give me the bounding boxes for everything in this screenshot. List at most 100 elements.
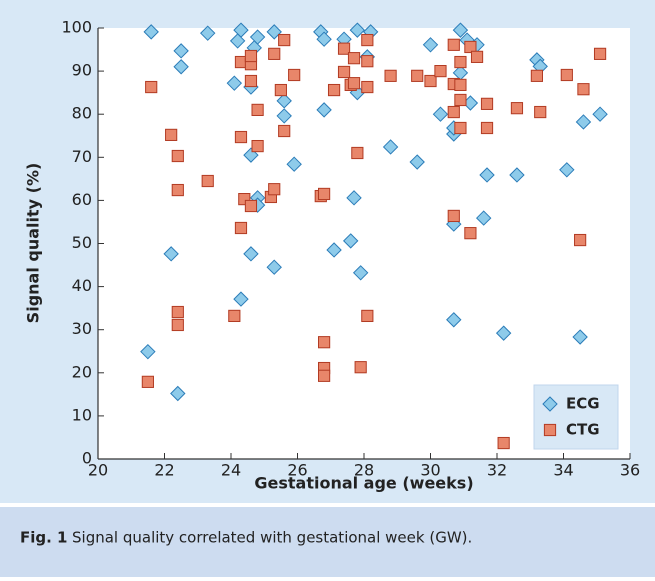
square-marker bbox=[274, 83, 287, 97]
square-marker bbox=[244, 49, 258, 63]
diamond-marker bbox=[452, 22, 469, 38]
square-marker bbox=[354, 361, 367, 374]
diamond-marker bbox=[173, 43, 189, 59]
x-tick-label: 30 bbox=[420, 461, 440, 480]
square-marker bbox=[251, 139, 264, 153]
square-marker bbox=[278, 33, 291, 47]
diamond-marker bbox=[592, 106, 608, 122]
diamond-marker bbox=[316, 31, 332, 47]
diamond-marker bbox=[163, 246, 179, 262]
diamond-marker bbox=[475, 210, 492, 226]
square-marker bbox=[238, 193, 251, 206]
diamond-marker bbox=[479, 167, 495, 183]
square-marker bbox=[411, 69, 424, 82]
diamond-marker bbox=[346, 190, 362, 206]
legend-label: CTG bbox=[566, 421, 600, 439]
diamond-marker bbox=[326, 242, 342, 258]
diamond-marker bbox=[446, 312, 462, 328]
square-marker bbox=[464, 40, 477, 54]
square-marker bbox=[141, 375, 154, 388]
square-marker bbox=[171, 149, 184, 163]
x-tick-label: 24 bbox=[221, 461, 241, 480]
square-marker bbox=[347, 52, 361, 65]
square-marker bbox=[351, 146, 364, 160]
x-tick-label: 32 bbox=[487, 461, 507, 480]
square-marker bbox=[470, 50, 484, 63]
diamond-marker bbox=[173, 59, 189, 75]
square-marker bbox=[361, 55, 374, 68]
diamond-marker bbox=[140, 343, 156, 360]
square-marker bbox=[464, 227, 477, 240]
square-marker bbox=[337, 42, 351, 55]
caption-label: Fig. 1 bbox=[20, 529, 67, 547]
square-marker bbox=[268, 47, 281, 60]
diamond-marker bbox=[276, 93, 292, 109]
square-marker bbox=[577, 83, 590, 96]
diamond-marker bbox=[200, 25, 216, 41]
diamond-marker bbox=[233, 291, 249, 307]
diamond-marker bbox=[342, 233, 359, 249]
x-axis-label: Gestational age (weeks) bbox=[254, 474, 473, 493]
square-marker bbox=[447, 209, 460, 223]
square-marker bbox=[447, 38, 460, 51]
square-marker bbox=[327, 83, 341, 97]
square-marker bbox=[234, 130, 248, 144]
square-marker bbox=[447, 105, 460, 119]
caption: Signal quality correlated with gestation… bbox=[72, 529, 472, 547]
square-marker bbox=[574, 233, 587, 247]
diamond-marker bbox=[382, 139, 399, 155]
y-tick-label: 100 bbox=[61, 18, 92, 37]
diamond-marker bbox=[229, 33, 246, 49]
square-marker bbox=[543, 423, 557, 437]
x-tick-label: 20 bbox=[88, 461, 108, 480]
x-tick-label: 36 bbox=[620, 461, 640, 480]
x-tick-label: 26 bbox=[287, 461, 307, 480]
x-tick-label: 28 bbox=[354, 461, 374, 480]
y-tick-label: 20 bbox=[72, 362, 92, 381]
diamond-marker bbox=[509, 167, 525, 183]
square-marker bbox=[510, 102, 524, 115]
square-marker bbox=[480, 97, 494, 110]
square-marker bbox=[424, 74, 437, 88]
caption-panel bbox=[0, 507, 655, 577]
square-marker bbox=[251, 103, 264, 116]
diamond-marker bbox=[352, 265, 369, 281]
diamond-marker bbox=[422, 37, 439, 53]
y-tick-label: 40 bbox=[72, 276, 92, 295]
square-marker bbox=[234, 221, 248, 235]
square-marker bbox=[171, 183, 184, 197]
diamond-marker bbox=[276, 108, 292, 124]
square-marker bbox=[534, 105, 547, 119]
square-marker bbox=[201, 174, 214, 188]
square-marker bbox=[318, 336, 331, 349]
diamond-marker bbox=[559, 162, 575, 178]
square-marker bbox=[454, 93, 467, 107]
diamond-marker bbox=[495, 325, 512, 341]
y-tick-label: 70 bbox=[72, 147, 92, 166]
square-marker bbox=[560, 68, 573, 82]
diamond-marker bbox=[266, 259, 282, 275]
square-marker bbox=[361, 33, 374, 47]
diamond-marker bbox=[170, 385, 186, 402]
legend-box bbox=[533, 384, 619, 450]
square-marker bbox=[268, 183, 281, 196]
y-axis-label: Signal quality (%) bbox=[24, 163, 43, 324]
y-tick-label: 90 bbox=[72, 61, 92, 80]
diamond-marker bbox=[143, 24, 159, 40]
x-tick-label: 22 bbox=[154, 461, 174, 480]
diamond-marker bbox=[409, 154, 425, 170]
square-marker bbox=[593, 47, 607, 60]
diamond-marker bbox=[266, 24, 282, 40]
diamond-marker bbox=[243, 246, 259, 262]
diamond-marker bbox=[432, 106, 449, 122]
square-marker bbox=[480, 121, 494, 135]
square-marker bbox=[347, 77, 361, 90]
square-marker bbox=[244, 199, 258, 213]
square-marker bbox=[165, 128, 178, 141]
y-tick-label: 10 bbox=[72, 405, 92, 424]
square-marker bbox=[171, 318, 184, 332]
square-marker bbox=[454, 55, 467, 69]
square-marker bbox=[244, 74, 258, 88]
